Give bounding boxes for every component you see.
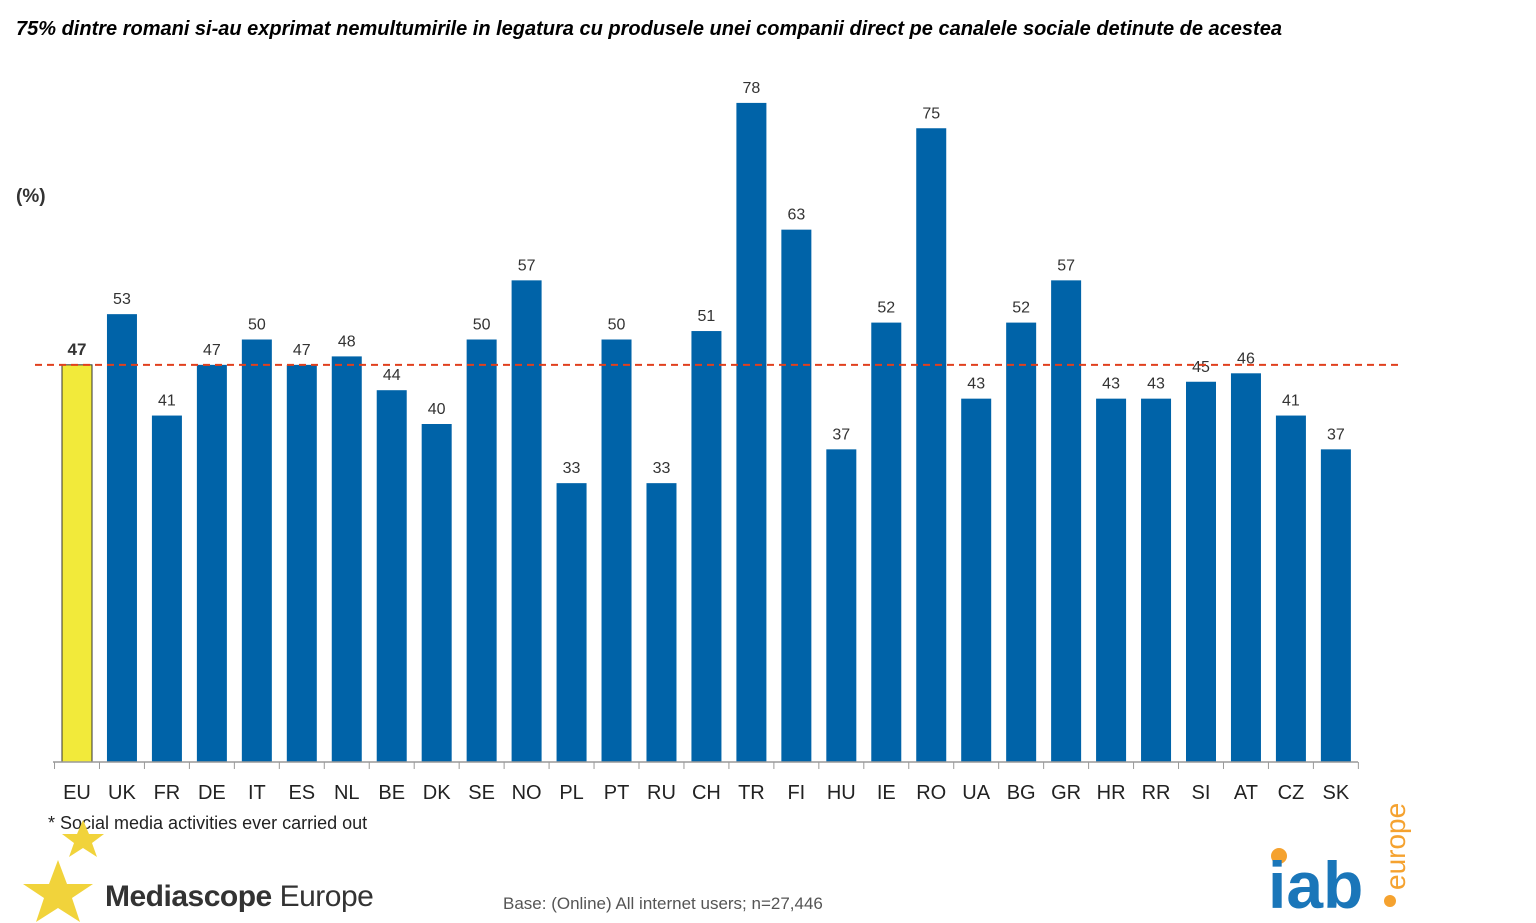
data-label-GR: 57 [1057, 257, 1075, 274]
bar-HR [1096, 398, 1127, 762]
bar-RO [916, 128, 947, 762]
bar-HU [826, 449, 857, 762]
bar-BE [376, 390, 407, 762]
x-tick-label-GR: GR [1051, 782, 1081, 804]
data-label-HR: 43 [1102, 376, 1120, 393]
data-label-SI: 45 [1192, 359, 1210, 376]
data-label-NO: 57 [518, 257, 536, 274]
x-tick-label-FR: FR [154, 782, 181, 804]
data-label-DK: 40 [428, 401, 446, 418]
bar-BG [1006, 322, 1037, 762]
x-tick-label-RU: RU [647, 782, 676, 804]
bar-CH [691, 331, 722, 762]
data-label-SK: 37 [1327, 426, 1345, 443]
data-label-CH: 51 [698, 308, 716, 325]
y-axis-label: (%) [16, 186, 46, 207]
data-label-FI: 63 [787, 207, 805, 224]
x-tick-label-UK: UK [108, 782, 136, 804]
data-label-BE: 44 [383, 367, 401, 384]
x-tick-label-HU: HU [827, 782, 856, 804]
x-tick-label-HR: HR [1097, 782, 1126, 804]
chart-title: 75% dintre romani si-au exprimat nemultu… [16, 18, 1282, 40]
x-tick-label-EU: EU [63, 782, 91, 804]
bar-AT [1230, 373, 1261, 762]
x-tick-label-BE: BE [378, 782, 405, 804]
bar-CZ [1275, 415, 1306, 762]
data-label-TR: 78 [743, 80, 761, 97]
x-tick-label-SK: SK [1323, 782, 1350, 804]
bar-NO [511, 280, 542, 762]
data-label-IE: 52 [877, 300, 895, 317]
x-tick-label-CZ: CZ [1278, 782, 1305, 804]
x-tick-label-DE: DE [198, 782, 226, 804]
bar-UK [106, 314, 137, 762]
bar-SI [1186, 381, 1216, 762]
data-label-PT: 50 [608, 317, 626, 334]
bar-DK [421, 424, 452, 762]
bar-EU [61, 364, 93, 763]
x-tick-label-SI: SI [1192, 782, 1211, 804]
bar-IE [871, 322, 902, 762]
bar-GR [1051, 280, 1082, 762]
data-label-DE: 47 [203, 342, 221, 359]
x-tick-label-ES: ES [288, 782, 315, 804]
x-tick-label-NL: NL [334, 782, 360, 804]
x-tick-label-DK: DK [423, 782, 451, 804]
data-label-FR: 41 [158, 393, 176, 410]
svg-text:europe: europe [1380, 803, 1411, 890]
bar-FR [151, 415, 182, 762]
x-tick-label-RR: RR [1142, 782, 1171, 804]
bar-NL [331, 356, 362, 762]
data-label-NL: 48 [338, 333, 356, 350]
bar-SE [466, 339, 497, 762]
bar-PL [556, 483, 587, 762]
mediascope-star-icon [23, 820, 104, 922]
bar-PT [601, 339, 632, 762]
x-tick-label-PT: PT [604, 782, 630, 804]
x-tick-label-UA: UA [962, 782, 990, 804]
data-label-HU: 37 [832, 426, 850, 443]
data-label-RR: 43 [1147, 376, 1165, 393]
bar-TR [736, 102, 767, 762]
data-label-AT: 46 [1237, 350, 1255, 367]
x-tick-label-RO: RO [916, 782, 946, 804]
data-label-EU: 47 [68, 340, 87, 359]
data-label-BG: 52 [1012, 300, 1030, 317]
mediascope-logo: Mediascope Europe [105, 880, 374, 913]
x-tick-label-TR: TR [738, 782, 765, 804]
base-note: Base: (Online) All internet users; n=27,… [503, 894, 823, 913]
bar-DE [196, 364, 227, 762]
bar-IT [241, 339, 272, 762]
x-tick-label-PL: PL [559, 782, 583, 804]
x-tick-label-IT: IT [248, 782, 266, 804]
x-tick-label-NO: NO [512, 782, 542, 804]
x-tick-label-SE: SE [468, 782, 495, 804]
data-label-RO: 75 [922, 105, 940, 122]
x-tick-label-FI: FI [787, 782, 805, 804]
data-label-PL: 33 [563, 460, 581, 477]
x-tick-label-IE: IE [877, 782, 896, 804]
data-label-IT: 50 [248, 317, 266, 334]
bar-UA [961, 398, 992, 762]
x-tick-label-BG: BG [1007, 782, 1036, 804]
data-label-SE: 50 [473, 317, 491, 334]
data-label-UA: 43 [967, 376, 985, 393]
bar-RU [646, 483, 677, 762]
x-tick-label-CH: CH [692, 782, 721, 804]
data-label-ES: 47 [293, 342, 311, 359]
bar-SK [1320, 449, 1351, 762]
data-label-UK: 53 [113, 291, 131, 308]
data-label-CZ: 41 [1282, 393, 1300, 410]
x-tick-label-AT: AT [1234, 782, 1258, 804]
bar-RR [1141, 398, 1172, 762]
bar-FI [781, 229, 812, 762]
svg-text:iab: iab [1268, 848, 1363, 920]
footnote: * Social media activities ever carried o… [48, 813, 368, 833]
iab-europe-logo: iab europe [1268, 803, 1411, 920]
data-label-RU: 33 [653, 460, 671, 477]
bar-ES [286, 364, 317, 762]
